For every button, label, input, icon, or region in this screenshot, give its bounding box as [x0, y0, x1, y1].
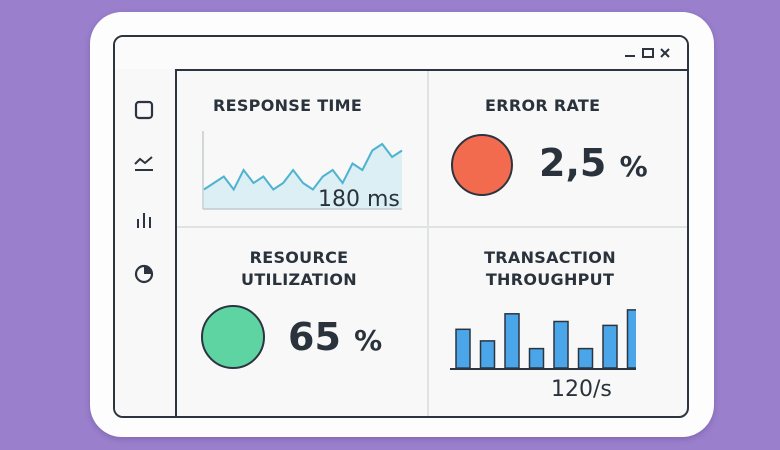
panel-divider-horizontal — [177, 226, 687, 228]
resource-utilization-value: 65 % — [288, 317, 382, 361]
throughput-bar — [528, 347, 545, 369]
error-rate-number: 2,5 — [539, 141, 607, 185]
bar-chart-icon[interactable] — [133, 209, 155, 231]
response-time-value: 180 ms — [318, 187, 400, 212]
resource-utilization-indicator — [201, 305, 265, 369]
response-time-sparkline — [202, 131, 403, 210]
transaction-throughput-title: TRANSACTION THROUGHPUT — [475, 247, 625, 291]
error-rate-unit: % — [619, 150, 648, 183]
pie-chart-icon[interactable] — [133, 263, 155, 285]
throughput-bar — [553, 320, 569, 369]
panel-divider-vertical — [427, 71, 429, 416]
resource-utilization-title-line1: RESOURCE — [249, 248, 349, 267]
sidebar — [115, 69, 177, 416]
resource-utilization-number: 65 — [288, 315, 341, 359]
transaction-throughput-bar-chart — [450, 309, 636, 370]
resource-utilization-title: RESOURCE UTILIZATION — [231, 247, 367, 291]
resource-utilization-title-line2: UTILIZATION — [241, 270, 357, 289]
title-bar — [115, 37, 687, 71]
square-icon[interactable] — [133, 99, 155, 121]
minimize-icon[interactable] — [623, 46, 637, 60]
throughput-bar — [504, 313, 520, 369]
throughput-bar — [602, 324, 618, 369]
error-rate-title: ERROR RATE — [485, 96, 601, 115]
close-icon[interactable] — [658, 46, 672, 60]
transaction-throughput-value: 120/s — [551, 377, 612, 402]
response-time-title: RESPONSE TIME — [213, 96, 363, 115]
line-chart-icon[interactable] — [133, 151, 155, 173]
throughput-bar — [577, 347, 594, 369]
throughput-bar — [455, 328, 471, 369]
transaction-throughput-title-line2: THROUGHPUT — [485, 270, 615, 289]
throughput-bar — [626, 309, 636, 369]
error-rate-indicator — [451, 134, 513, 196]
dashboard-window: RESPONSE TIME 180 ms ERROR RATE 2,5 % RE… — [113, 35, 689, 418]
maximize-icon[interactable] — [641, 46, 655, 60]
error-rate-value: 2,5 % — [539, 143, 648, 187]
transaction-throughput-title-line1: TRANSACTION — [484, 248, 616, 267]
sparkline-line — [203, 142, 403, 192]
resource-utilization-unit: % — [354, 324, 383, 357]
throughput-bar — [479, 340, 496, 369]
sparkline-area — [204, 144, 402, 209]
